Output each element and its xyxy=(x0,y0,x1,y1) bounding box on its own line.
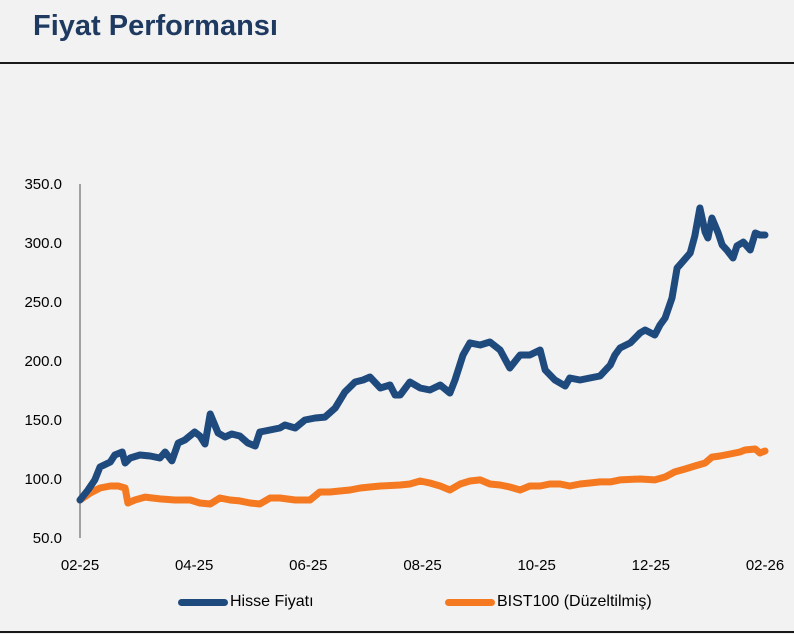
legend-item-hisse: Hisse Fiyatı xyxy=(178,593,314,611)
page-title: Fiyat Performansı xyxy=(33,10,278,42)
y-tick-label: 200.0 xyxy=(24,353,62,370)
y-tick-label: 300.0 xyxy=(24,235,62,252)
series-line-bist100 xyxy=(76,445,769,508)
legend-label: BIST100 (Düzeltilmiş) xyxy=(497,593,652,610)
legend-label: Hisse Fiyatı xyxy=(230,593,314,610)
series-line-hisse-fiyati xyxy=(76,204,769,504)
x-tick-label: 08-25 xyxy=(403,557,441,574)
y-tick-label: 350.0 xyxy=(24,176,62,193)
legend-swatch-orange xyxy=(445,598,495,606)
y-tick-label: 100.0 xyxy=(24,471,62,488)
x-tick-label: 02-26 xyxy=(746,557,784,574)
y-tick-label: 50.0 xyxy=(33,530,62,547)
x-tick-label: 02-25 xyxy=(61,557,99,574)
x-tick-label: 04-25 xyxy=(175,557,213,574)
footer-divider xyxy=(0,631,794,633)
x-tick-label: 06-25 xyxy=(289,557,327,574)
x-tick-label: 12-25 xyxy=(632,557,670,574)
y-tick-label: 150.0 xyxy=(24,412,62,429)
y-tick-label: 250.0 xyxy=(24,294,62,311)
legend-swatch-blue xyxy=(178,598,228,606)
legend-item-bist100: BIST100 (Düzeltilmiş) xyxy=(445,593,652,611)
header-divider xyxy=(0,62,794,64)
x-tick-label: 10-25 xyxy=(517,557,555,574)
